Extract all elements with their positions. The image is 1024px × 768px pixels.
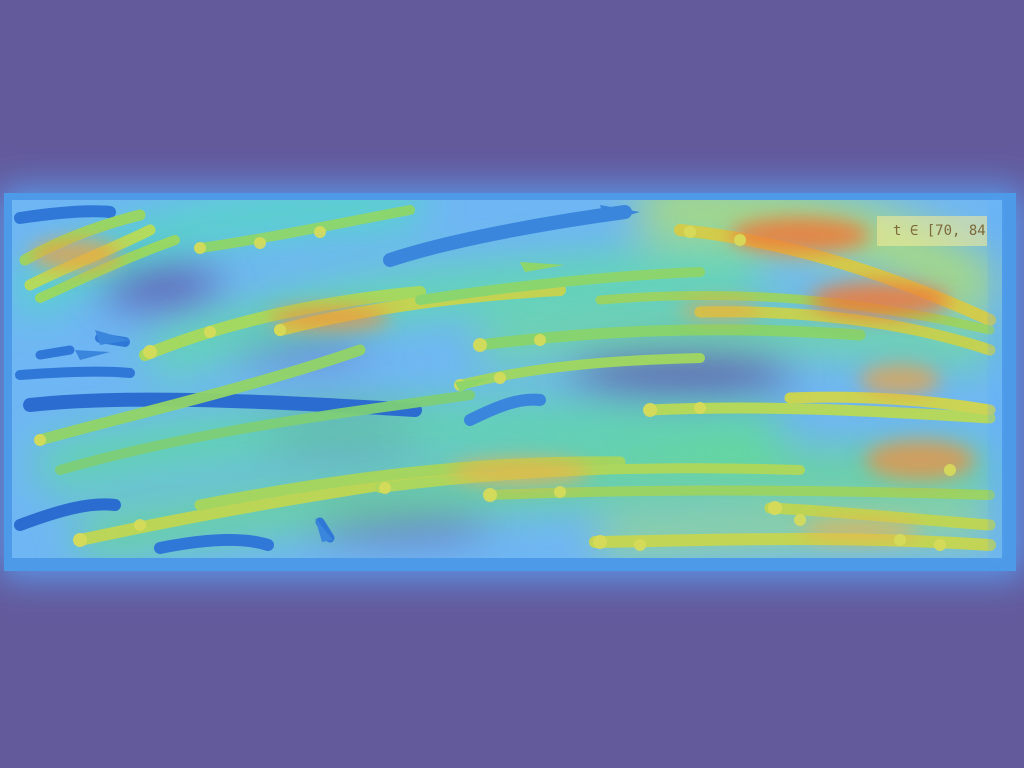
panel-right-edge — [990, 200, 1002, 558]
heatmap-panel — [12, 200, 1002, 558]
time-window-label: t ∈ [70, 84 — [877, 216, 987, 246]
